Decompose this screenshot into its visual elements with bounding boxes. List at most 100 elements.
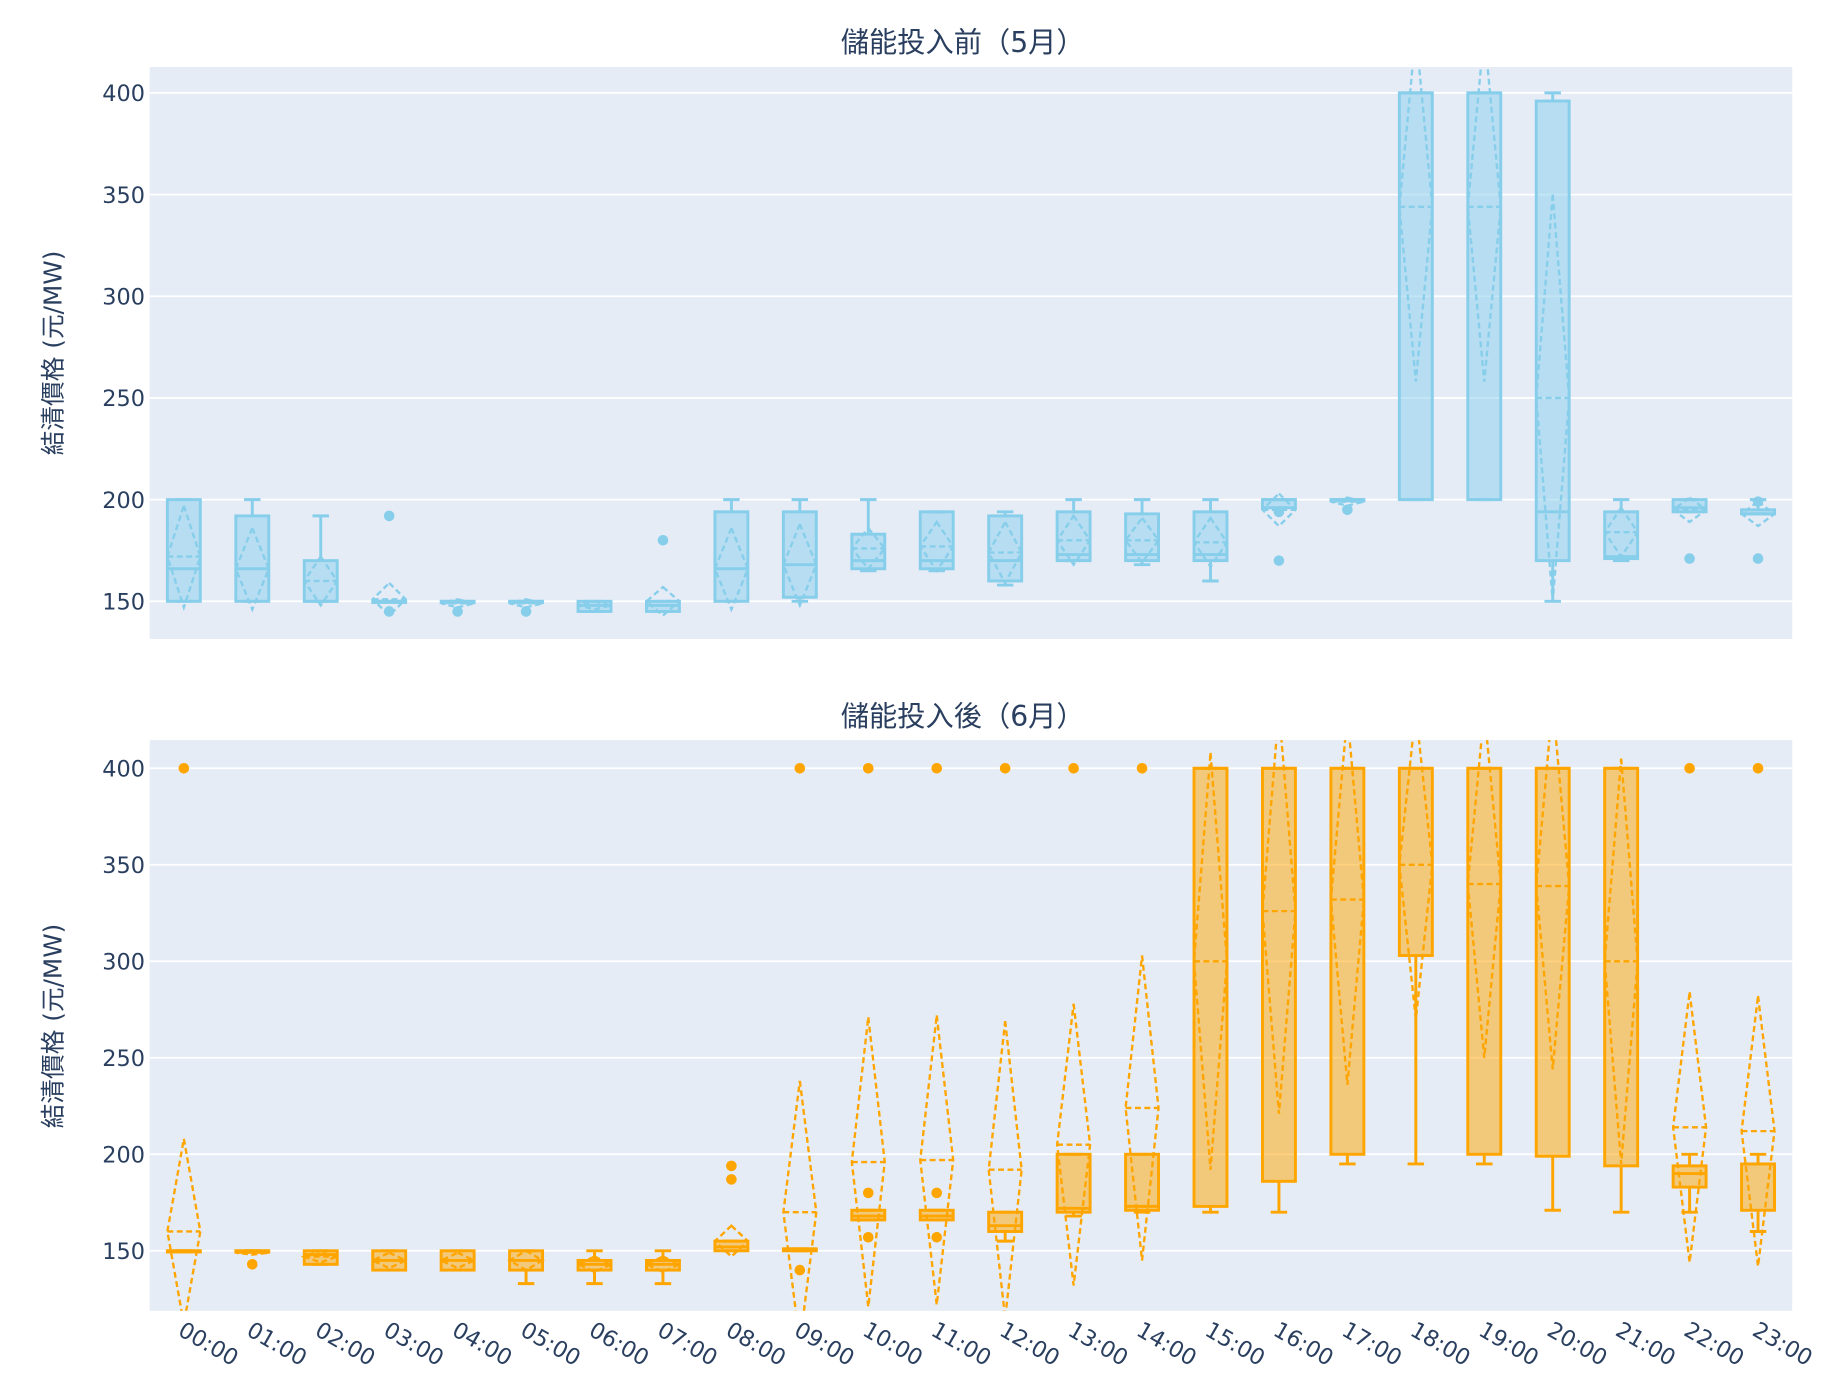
- iqr-box: [1671, 1164, 1708, 1189]
- y-tick-labels-bottom: 150 200 250 300 350 400: [102, 757, 145, 1265]
- x-tick-label: 04:00: [448, 1317, 517, 1372]
- x-tick-label: 08:00: [721, 1317, 790, 1372]
- sd-diamond: [1671, 496, 1709, 524]
- sd-diamond: [1603, 505, 1640, 559]
- y-tick-labels-top: 150 200 250 300 350 400: [102, 81, 145, 615]
- subplot-title-bottom: 儲能投入後（6月）: [841, 700, 1085, 733]
- box-02:00: [300, 1249, 341, 1266]
- sd-diamond: [1260, 491, 1298, 528]
- box-17:00: [1329, 496, 1366, 516]
- iqr-box: [987, 514, 1024, 583]
- sd-diamond: [1740, 995, 1776, 1267]
- sd-diamond: [1055, 513, 1092, 567]
- sd-diamond: [1603, 758, 1639, 1165]
- box-21:00: [1603, 498, 1640, 563]
- x-tick-labels: 00:00 01:00 02:00 03:00 04:00 05:00 06:00 07:00…: [174, 1317, 1817, 1372]
- x-tick-label: 19:00: [1474, 1317, 1543, 1372]
- outlier-point: [726, 1160, 737, 1172]
- sd-diamond: [643, 1255, 683, 1274]
- boxes-top: [165, 67, 1777, 618]
- x-tick-label: 11:00: [927, 1317, 996, 1372]
- outlier-point: [1752, 553, 1764, 564]
- box-22:00: [1671, 763, 1708, 1263]
- box-04:00: [438, 1249, 477, 1272]
- x-tick-label: 09:00: [790, 1317, 859, 1372]
- box-11:00: [918, 510, 955, 573]
- box-18:00: [1397, 67, 1434, 502]
- y-tick-label: 300: [102, 950, 145, 976]
- y-tick-label: 200: [102, 1143, 145, 1169]
- x-tick-label: 07:00: [653, 1317, 722, 1372]
- outlier-point: [1342, 504, 1353, 516]
- x-tick-label: 05:00: [516, 1317, 585, 1372]
- sd-diamond: [713, 1224, 750, 1259]
- plot-area-bottom: [149, 740, 1793, 1311]
- box-09:00: [781, 498, 818, 609]
- sd-diamond: [1671, 992, 1708, 1263]
- sd-diamond: [166, 501, 202, 612]
- outlier-point: [1068, 763, 1079, 774]
- x-tick-label: 21:00: [1611, 1317, 1680, 1372]
- sd-diamond: [1261, 740, 1297, 1114]
- sd-diamond: [235, 1249, 269, 1256]
- x-tick-label: 16:00: [1269, 1317, 1338, 1372]
- x-tick-label: 20:00: [1543, 1317, 1612, 1372]
- y-tick-label: 400: [102, 81, 145, 107]
- iqr-box: [1397, 766, 1434, 957]
- outlier-point: [862, 763, 874, 774]
- sd-diamond: [166, 1138, 202, 1311]
- outlier-point: [1752, 763, 1764, 774]
- box-00:00: [165, 498, 202, 612]
- outlier-point: [1273, 506, 1285, 518]
- sd-diamond: [987, 1020, 1023, 1311]
- x-tick-label: 23:00: [1748, 1317, 1817, 1372]
- outlier-point: [794, 1264, 806, 1276]
- box-22:00: [1671, 496, 1709, 564]
- box-16:00: [1260, 491, 1298, 566]
- box-08:00: [713, 1160, 750, 1259]
- subplot-title-top: 儲能投入前（5月）: [841, 26, 1085, 59]
- box-10:00: [850, 763, 887, 1307]
- box-17:00: [1329, 740, 1366, 1166]
- box-08:00: [713, 498, 750, 613]
- sd-diamond: [1055, 1003, 1092, 1286]
- box-01:00: [234, 1249, 271, 1270]
- subplot-bottom: 儲能投入後（6月） 150 200 250 300 350 400 結清價格 (元/MW)…: [38, 700, 1816, 1372]
- outlier-point: [452, 606, 463, 617]
- x-tick-label: 01:00: [242, 1317, 311, 1372]
- outlier-point: [726, 1174, 737, 1185]
- box-04:00: [439, 598, 476, 617]
- sd-diamond: [300, 1249, 341, 1264]
- box-01:00: [234, 498, 271, 613]
- box-00:00: [165, 763, 202, 1311]
- outlier-point: [931, 1231, 943, 1243]
- gridlines-top: [149, 92, 1793, 603]
- x-tick-label: 15:00: [1200, 1317, 1269, 1372]
- box-19:00: [1466, 67, 1503, 502]
- sd-diamond: [1739, 500, 1777, 528]
- box-15:00: [1192, 752, 1229, 1214]
- iqr-box: [1603, 766, 1640, 1168]
- x-tick-label: 14:00: [1132, 1317, 1201, 1372]
- boxes-bottom: [165, 740, 1776, 1311]
- iqr-box: [1055, 510, 1092, 563]
- sd-diamond: [371, 581, 408, 618]
- box-14:00: [1124, 498, 1161, 567]
- outlier-point: [1684, 553, 1695, 564]
- outlier-point: [247, 1259, 258, 1270]
- plot-area-top: [149, 67, 1793, 639]
- box-06:00: [576, 599, 613, 613]
- y-tick-label: 150: [102, 1239, 145, 1265]
- box-07:00: [643, 1249, 683, 1286]
- sd-diamond: [577, 600, 612, 611]
- y-tick-label: 350: [102, 853, 145, 879]
- outlier-point: [520, 606, 532, 617]
- sd-diamond: [713, 524, 750, 613]
- outlier-point: [931, 763, 943, 774]
- outlier-point: [794, 763, 806, 774]
- sd-diamond: [369, 1251, 409, 1270]
- x-tick-label: 12:00: [995, 1317, 1064, 1372]
- y-tick-label: 150: [102, 590, 145, 616]
- sd-diamond: [1329, 740, 1366, 1085]
